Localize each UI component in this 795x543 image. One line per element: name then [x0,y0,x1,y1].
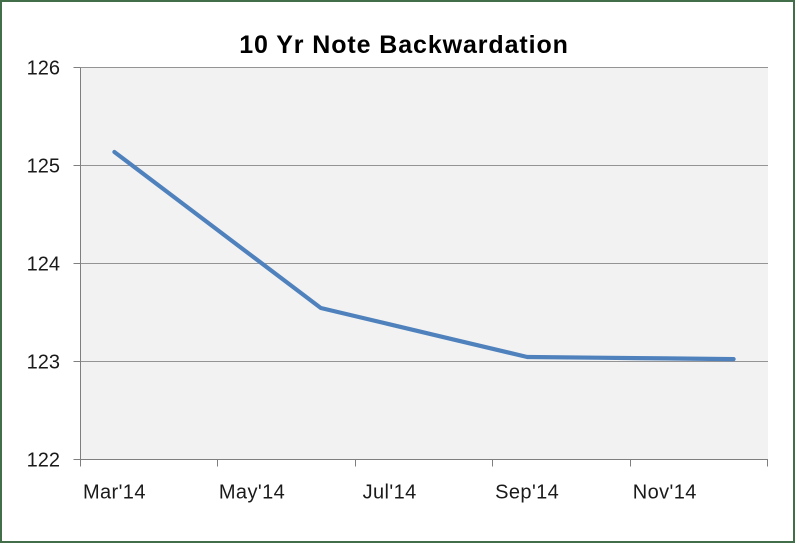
svg-text:126: 126 [27,57,60,79]
svg-text:10 Yr Note Backwardation: 10 Yr Note Backwardation [239,31,569,59]
svg-text:Nov'14: Nov'14 [633,482,697,504]
svg-text:Sep'14: Sep'14 [495,482,559,504]
svg-text:122: 122 [27,449,60,471]
svg-text:Mar'14: Mar'14 [83,482,146,504]
svg-text:124: 124 [27,253,60,275]
svg-text:May'14: May'14 [219,482,285,504]
svg-text:123: 123 [27,351,60,373]
svg-text:Jul'14: Jul'14 [363,482,417,504]
svg-text:125: 125 [27,155,60,177]
